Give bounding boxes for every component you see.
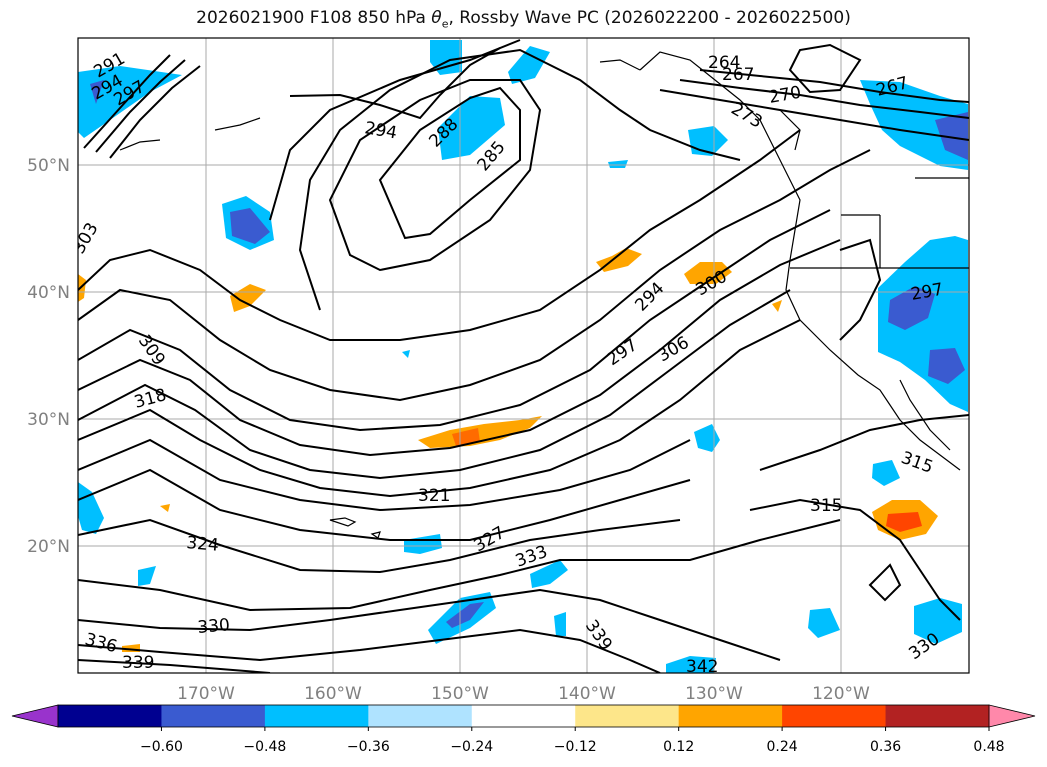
- grid-lines: [78, 38, 969, 673]
- lat-tick-label: 30°N: [27, 410, 70, 430]
- contour-label: 267: [722, 65, 754, 85]
- chart-title: 2026021900 F108 850 hPa θe, Rossby Wave …: [196, 8, 851, 31]
- contour-label: 315: [810, 496, 842, 516]
- lat-tick-labels: 50°N 40°N 30°N 20°N: [27, 156, 70, 557]
- lon-tick-label: 130°W: [685, 684, 743, 704]
- colorbar-cell: [575, 705, 680, 727]
- colorbar-tick-label: 0.24: [767, 739, 798, 755]
- contour-label: 339: [122, 653, 154, 673]
- colorbar-tick-label: 0.12: [663, 739, 694, 755]
- colorbar-cell: [782, 705, 887, 727]
- colorbar-tick-label: −0.48: [243, 739, 286, 755]
- colorbar-cell: [471, 705, 576, 727]
- colorbar-extend-low: [11, 704, 59, 728]
- contour-label: 324: [186, 533, 220, 556]
- contour-label: 321: [418, 486, 450, 506]
- contour-label: 330: [197, 615, 231, 638]
- colorbar-frame: [57, 704, 990, 728]
- map-frame: [77, 37, 970, 674]
- shaded-anomalies: [78, 40, 968, 673]
- colorbar-cell: [368, 705, 473, 727]
- lon-tick-label: 170°W: [177, 684, 235, 704]
- colorbar: −0.60 −0.48 −0.36 −0.24 −0.12 0.12 0.24 0.36 0.4…: [11, 704, 1036, 755]
- lon-tick-label: 160°W: [304, 684, 362, 704]
- contour-label: 342: [686, 657, 718, 677]
- contour-label: 264: [708, 53, 740, 73]
- colorbar-cell: [885, 705, 990, 727]
- colorbar-tick-label: 0.48: [973, 739, 1004, 755]
- coastlines: [119, 51, 969, 539]
- colorbar-cell: [58, 705, 162, 727]
- colorbar-tick-label: −0.24: [450, 739, 493, 755]
- colorbar-cell: [678, 705, 783, 727]
- lon-tick-label: 140°W: [558, 684, 616, 704]
- map-panel: 291 294 297 294 288 285 264 267 270 273 …: [78, 38, 969, 677]
- colorbar-extend-high: [988, 704, 1036, 728]
- theta-e-contours: [78, 39, 969, 673]
- lat-tick-label: 50°N: [27, 156, 70, 176]
- colorbar-cell: [264, 705, 369, 727]
- lon-tick-label: 150°W: [431, 684, 489, 704]
- colorbar-cell: [161, 705, 266, 727]
- lon-tick-labels: 170°W 160°W 150°W 140°W 130°W 120°W: [177, 684, 870, 704]
- colorbar-tick-label: −0.60: [140, 739, 183, 755]
- colorbar-tick-label: 0.36: [870, 739, 901, 755]
- lat-tick-label: 20°N: [27, 537, 70, 557]
- colorbar-tick-label: −0.36: [347, 739, 390, 755]
- lon-tick-label: 120°W: [812, 684, 870, 704]
- colorbar-tick-label: −0.12: [554, 739, 597, 755]
- lat-tick-label: 40°N: [27, 283, 70, 303]
